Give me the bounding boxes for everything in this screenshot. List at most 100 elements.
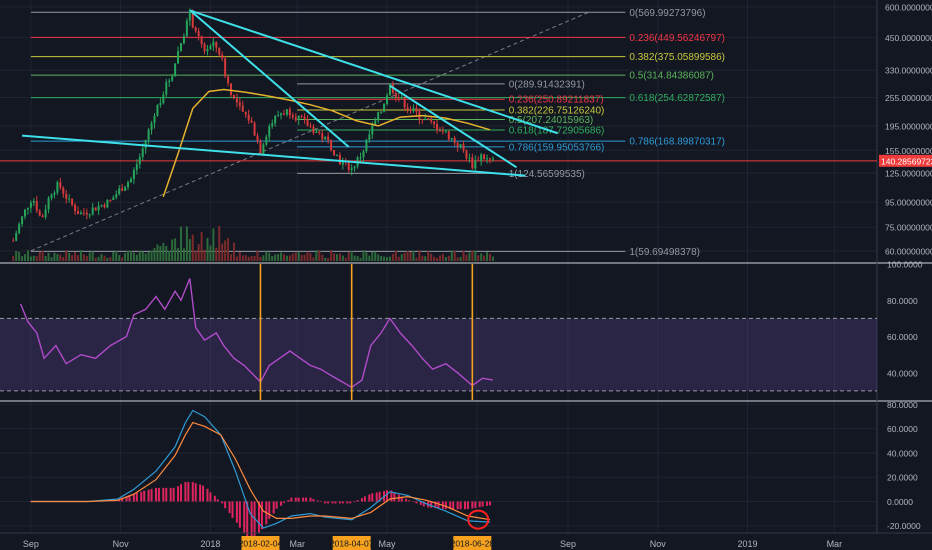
macd-hist-bar-95 xyxy=(378,491,381,502)
macd-hist-bar-120 xyxy=(471,501,474,509)
candle-body-107 xyxy=(327,136,330,141)
volume-bar-57 xyxy=(179,226,182,261)
candle-body-44 xyxy=(141,148,144,158)
highlight-date-tag-2 xyxy=(453,536,492,550)
macd-hist-bar-99 xyxy=(393,492,396,502)
macd-hist-bar-54 xyxy=(228,501,231,514)
volume-bar-11 xyxy=(44,256,47,261)
candle-body-88 xyxy=(271,123,274,127)
candle-body-125 xyxy=(380,111,383,113)
volume-bar-53 xyxy=(168,250,171,261)
price-tick-label-0: 600.00000000 xyxy=(885,2,932,12)
volume-bar-91 xyxy=(280,252,283,261)
macd-hist-bar-124 xyxy=(486,501,489,506)
volume-bar-50 xyxy=(159,246,162,261)
volume-bar-105 xyxy=(321,254,324,261)
volume-bar-107 xyxy=(327,257,330,261)
candle-body-95 xyxy=(291,115,294,118)
volume-bar-69 xyxy=(215,247,218,261)
volume-bar-140 xyxy=(424,256,427,261)
rsi-band-fill xyxy=(0,318,877,391)
volume-bar-78 xyxy=(241,255,244,261)
candle-body-158 xyxy=(477,160,480,162)
macd-hist-bar-111 xyxy=(437,501,440,509)
macd-hist-bar-86 xyxy=(346,501,349,504)
time-tick-label-7: Nov xyxy=(650,539,667,549)
candle-body-11 xyxy=(44,209,47,217)
macd-hist-bar-50 xyxy=(213,495,216,502)
candle-body-48 xyxy=(153,115,156,124)
candle-body-69 xyxy=(215,41,218,48)
volume-bar-73 xyxy=(227,237,230,261)
price-panel: 0(569.99273796) 0.236(449.56246797) 0.382(… xyxy=(0,2,932,261)
volume-bar-37 xyxy=(121,257,124,261)
macd-hist-bar-72 xyxy=(294,497,297,502)
macd-hist-bar-45 xyxy=(194,483,197,502)
macd-hist-bar-68 xyxy=(280,501,283,506)
candle-body-86 xyxy=(265,136,268,145)
candle-body-61 xyxy=(191,10,194,28)
candle-body-50 xyxy=(159,103,162,105)
candle-body-150 xyxy=(453,137,456,143)
time-tick-label-0: Sep xyxy=(23,539,39,549)
volume-bar-104 xyxy=(318,250,321,261)
current-price-label: 140.28569723 xyxy=(881,156,932,166)
macd-hist-bar-103 xyxy=(408,500,411,502)
volume-bar-19 xyxy=(68,252,71,261)
volume-bar-127 xyxy=(385,257,388,261)
volume-bar-64 xyxy=(200,232,203,261)
candle-body-49 xyxy=(156,104,159,116)
volume-bars xyxy=(12,225,494,261)
volume-bar-119 xyxy=(362,250,365,261)
volume-bar-85 xyxy=(262,255,265,261)
macd-hist-bar-110 xyxy=(434,501,437,509)
time-tick-label-8: 2019 xyxy=(737,539,757,549)
candle-body-63 xyxy=(197,31,200,37)
candle-body-142 xyxy=(430,119,433,122)
candle-body-51 xyxy=(162,94,165,104)
candle-body-145 xyxy=(438,130,441,132)
macd-hist-bar-122 xyxy=(478,501,481,508)
candle-body-18 xyxy=(65,193,68,199)
macd-hist-bar-94 xyxy=(375,492,378,502)
candle-body-37 xyxy=(121,188,124,191)
candle-body-28 xyxy=(94,207,97,211)
macd-hist-bar-73 xyxy=(297,497,300,502)
volume-bar-89 xyxy=(274,254,277,261)
fib-diagonal-dashed xyxy=(30,11,589,252)
volume-bar-147 xyxy=(444,257,447,261)
macd-hist-bar-27 xyxy=(128,495,131,502)
macd-hist-bar-104 xyxy=(412,501,415,503)
time-tick-label-4: May xyxy=(378,539,396,549)
macd-hist-bar-87 xyxy=(349,501,352,504)
volume-bar-5 xyxy=(26,250,29,261)
volume-bar-144 xyxy=(436,257,439,261)
volume-bar-87 xyxy=(268,252,271,261)
candle-body-120 xyxy=(365,139,368,152)
candle-body-137 xyxy=(415,108,418,112)
volume-bar-156 xyxy=(471,250,474,261)
volume-bar-101 xyxy=(309,252,312,261)
candle-body-54 xyxy=(171,76,174,81)
volume-bar-25 xyxy=(85,255,88,261)
volume-bar-163 xyxy=(491,256,494,261)
macd-hist-bar-70 xyxy=(287,499,290,502)
candle-body-56 xyxy=(177,51,180,64)
macd-hist-bar-59 xyxy=(246,501,249,538)
macd-hist-bar-46 xyxy=(199,484,202,502)
candle-body-149 xyxy=(450,137,453,140)
volume-bar-9 xyxy=(38,251,41,261)
volume-bar-135 xyxy=(409,251,412,261)
candle-body-55 xyxy=(174,63,177,77)
volume-bar-134 xyxy=(406,251,409,261)
macd-hist-bar-119 xyxy=(466,501,469,510)
highlight-date-tag-1 xyxy=(332,536,371,550)
candle-body-40 xyxy=(129,178,132,183)
candle-body-53 xyxy=(168,80,171,83)
candle-body-12 xyxy=(47,198,50,210)
macd-tick-label-3: 20.0000 xyxy=(887,473,918,483)
candle-body-111 xyxy=(338,154,341,165)
current-price-tag xyxy=(879,154,932,167)
macd-hist-bar-35 xyxy=(157,487,160,502)
